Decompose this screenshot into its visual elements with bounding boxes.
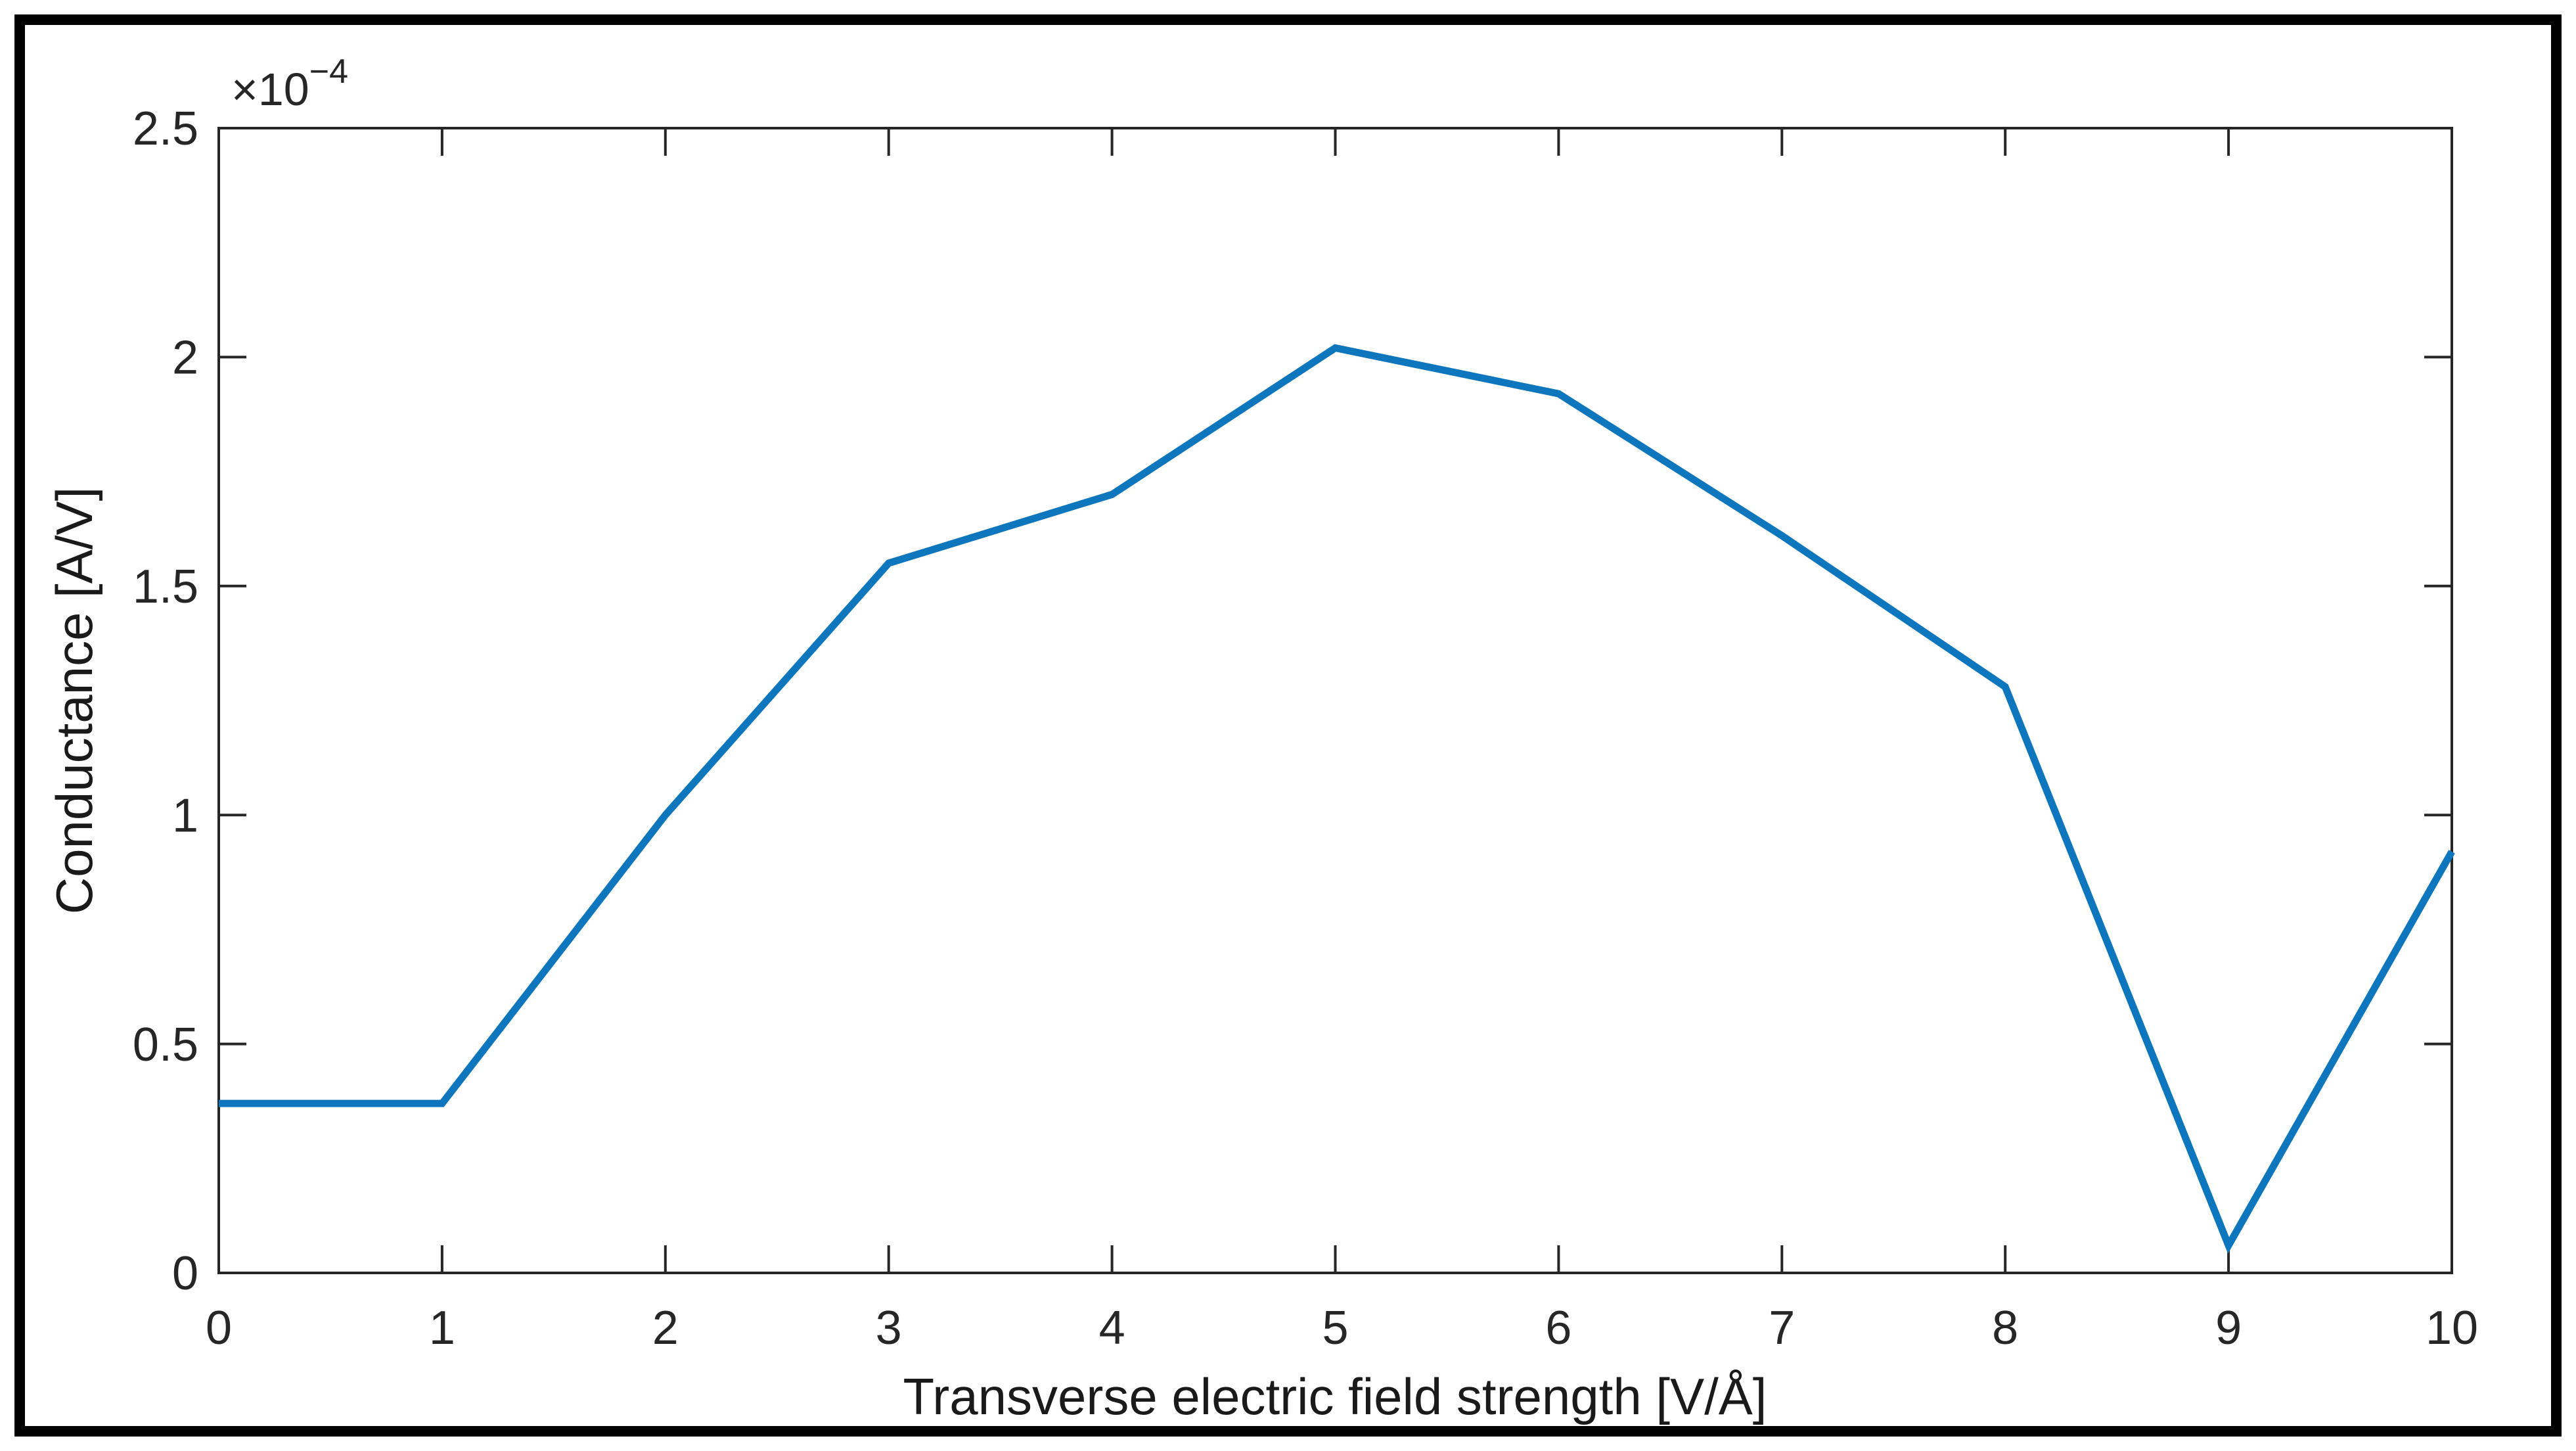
y-axis-title: Conductance [A/V]: [45, 487, 103, 914]
x-tick-label: 9: [2215, 1302, 2242, 1354]
y-tick-label: 2: [172, 332, 198, 384]
y-tick-label: 0: [172, 1247, 198, 1300]
y-axis-tick-labels: 0 0.5 1 1.5 2 2.5: [133, 103, 198, 1300]
x-tick-label: 3: [876, 1302, 902, 1354]
x-axis-tick-labels: 0 1 2 3 4 5 6 7 8 9 10: [206, 1302, 2478, 1354]
x-tick-label: 7: [1769, 1302, 1795, 1354]
x-tick-label: 1: [429, 1302, 455, 1354]
x-axis-title: Transverse electric field strength [V/Å]: [903, 1368, 1767, 1425]
x-tick-label: 0: [206, 1302, 232, 1354]
x-tick-label: 2: [652, 1302, 679, 1354]
x-axis-ticks: [217, 128, 2453, 1273]
conductance-line-series: [219, 344, 2455, 1254]
figure-border: [14, 14, 2562, 1437]
y-tick-label: 2.5: [133, 103, 198, 155]
y-axis-exponent: ×10−4: [231, 53, 348, 115]
x-tick-label: 6: [1545, 1302, 1571, 1354]
x-tick-label: 4: [1099, 1302, 1125, 1354]
x-tick-label: 8: [1992, 1302, 2018, 1354]
x-tick-label: 5: [1322, 1302, 1348, 1354]
y-tick-label: 1.5: [133, 561, 198, 613]
y-tick-label: 1: [172, 789, 198, 842]
y-tick-label: 0.5: [133, 1019, 198, 1071]
y-axis-ticks: [219, 127, 2452, 1274]
x-tick-label: 10: [2426, 1302, 2478, 1354]
